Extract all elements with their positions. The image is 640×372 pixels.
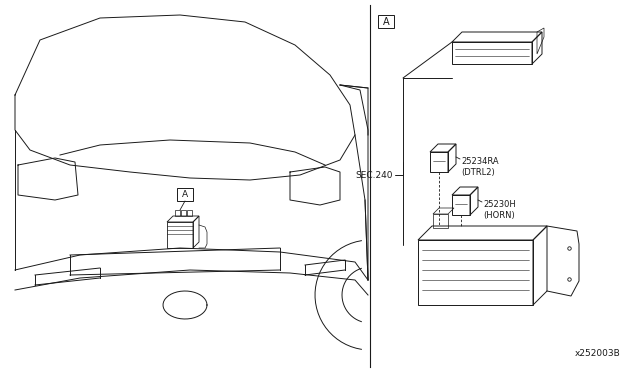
Text: A: A bbox=[182, 189, 188, 199]
Bar bbox=[378, 15, 394, 28]
Text: SEC.240: SEC.240 bbox=[355, 170, 393, 180]
Text: 25230H
(HORN): 25230H (HORN) bbox=[483, 200, 516, 220]
Text: x252003B: x252003B bbox=[574, 349, 620, 358]
Bar bbox=[177, 188, 193, 201]
Text: A: A bbox=[383, 17, 389, 27]
Text: 25234RA
(DTRL2): 25234RA (DTRL2) bbox=[461, 157, 499, 177]
